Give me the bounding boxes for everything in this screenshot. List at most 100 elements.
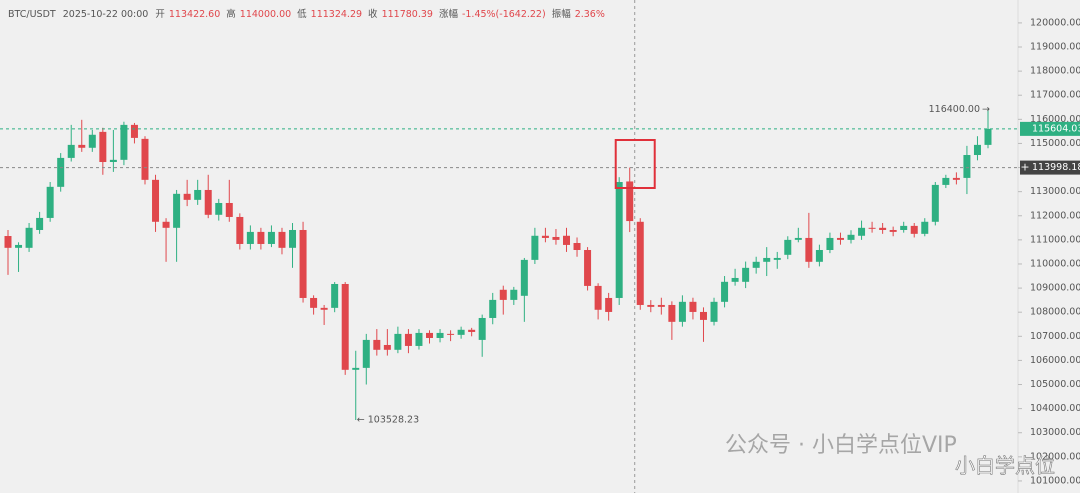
candle-body <box>373 339 381 350</box>
candle-body <box>647 304 655 307</box>
y-tick-label: 102000.00 <box>1030 451 1080 462</box>
candle-body <box>931 184 939 222</box>
y-tick-label: 115000.00 <box>1030 138 1080 149</box>
low-arrow: ← <box>357 414 365 425</box>
y-tick-label: 111000.00 <box>1030 234 1080 245</box>
candle-body <box>510 289 518 300</box>
candle-body <box>46 186 54 218</box>
highlight-box <box>614 139 656 189</box>
candle-body <box>879 227 887 230</box>
candle-body <box>320 307 328 310</box>
candle-body <box>699 311 707 320</box>
candle-body <box>352 367 360 370</box>
y-tick-label: 110000.00 <box>1030 258 1080 269</box>
candle-body <box>721 281 729 302</box>
ohlc-header: BTC/USDT 2025-10-22 00:00 开 113422.60 高 114… <box>8 6 611 20</box>
y-tick-label: 116000.00 <box>1030 114 1080 125</box>
candle-body <box>15 244 23 248</box>
candle-body <box>36 217 44 230</box>
candle-body <box>267 231 275 244</box>
candle-body <box>478 317 486 340</box>
candle-body <box>120 124 128 160</box>
candle-body <box>815 249 823 262</box>
candle-body <box>4 236 12 248</box>
candle-body <box>731 277 739 282</box>
candle-body <box>973 144 981 156</box>
y-tick-label: 109000.00 <box>1030 283 1080 294</box>
candle-body <box>489 299 497 318</box>
candle-body <box>57 157 65 187</box>
y-tick-label: 105000.00 <box>1030 379 1080 390</box>
candle-body <box>447 333 455 335</box>
candle-body <box>605 297 613 312</box>
watermark-main: 公众号 · 小白学点位VIP <box>725 433 957 458</box>
y-tick-label: 119000.00 <box>1030 42 1080 53</box>
candle-body <box>173 193 181 228</box>
high-arrow: → <box>982 104 990 115</box>
candle-body <box>499 289 507 300</box>
candle-body <box>468 329 476 332</box>
candle-body <box>152 179 160 222</box>
candle-body <box>25 227 33 248</box>
candle-body <box>310 297 318 308</box>
candle-body <box>826 237 834 250</box>
candle-body <box>868 227 876 229</box>
field-value: 113422.60 <box>168 9 221 20</box>
candle-body <box>225 202 233 217</box>
candle-body <box>88 134 96 148</box>
candle-body <box>889 229 897 232</box>
candle-body <box>921 221 929 234</box>
candle-body <box>236 216 244 244</box>
y-tick-label: 108000.00 <box>1030 307 1080 318</box>
candle-body <box>415 332 423 346</box>
candle-body <box>109 159 117 163</box>
candle-body <box>130 124 138 138</box>
candle-body <box>573 243 581 250</box>
candle-body <box>99 131 107 163</box>
candle-body <box>531 235 539 260</box>
candle-body <box>404 333 412 346</box>
candle-body <box>594 285 602 310</box>
candle-body <box>836 237 844 240</box>
candle-body <box>942 177 950 185</box>
candle-body <box>763 257 771 262</box>
candle-body <box>742 267 750 282</box>
last-price-label: 115604.03 <box>1032 123 1080 134</box>
candle-body <box>710 301 718 322</box>
candle-body <box>426 332 434 338</box>
candle-body <box>626 181 634 222</box>
crosshair-plus: + <box>1020 161 1029 174</box>
y-tick-label: 107000.00 <box>1030 331 1080 342</box>
y-tick-label: 106000.00 <box>1030 355 1080 366</box>
candle-body <box>278 231 286 248</box>
candle-body <box>552 236 560 240</box>
candle-body <box>689 301 697 312</box>
candle-body <box>257 231 265 244</box>
candle-body <box>615 182 623 298</box>
candle-body <box>341 283 349 370</box>
candle-body <box>952 177 960 180</box>
candle-body <box>584 249 592 286</box>
candle-body <box>805 237 813 262</box>
field-label: 低 <box>297 9 307 20</box>
y-tick-label: 117000.00 <box>1030 90 1080 101</box>
candle-body <box>299 229 307 298</box>
time: 2025-10-22 00:00 <box>62 9 149 20</box>
candle-body <box>246 231 254 244</box>
candle-body <box>773 257 781 260</box>
candle-body <box>657 304 665 307</box>
candle-body <box>678 301 686 322</box>
candle-body <box>794 237 802 240</box>
candle-body <box>784 239 792 255</box>
candle-body <box>194 189 202 200</box>
crosshair-label: 113998.18 <box>1032 162 1080 173</box>
field-label: 涨幅 <box>438 9 458 20</box>
candle-body <box>394 333 402 350</box>
field-label: 开 <box>155 9 165 20</box>
y-tick-label: 104000.00 <box>1030 403 1080 414</box>
candle-body <box>858 227 866 236</box>
candle-body <box>67 144 75 158</box>
candle-body <box>362 339 370 368</box>
